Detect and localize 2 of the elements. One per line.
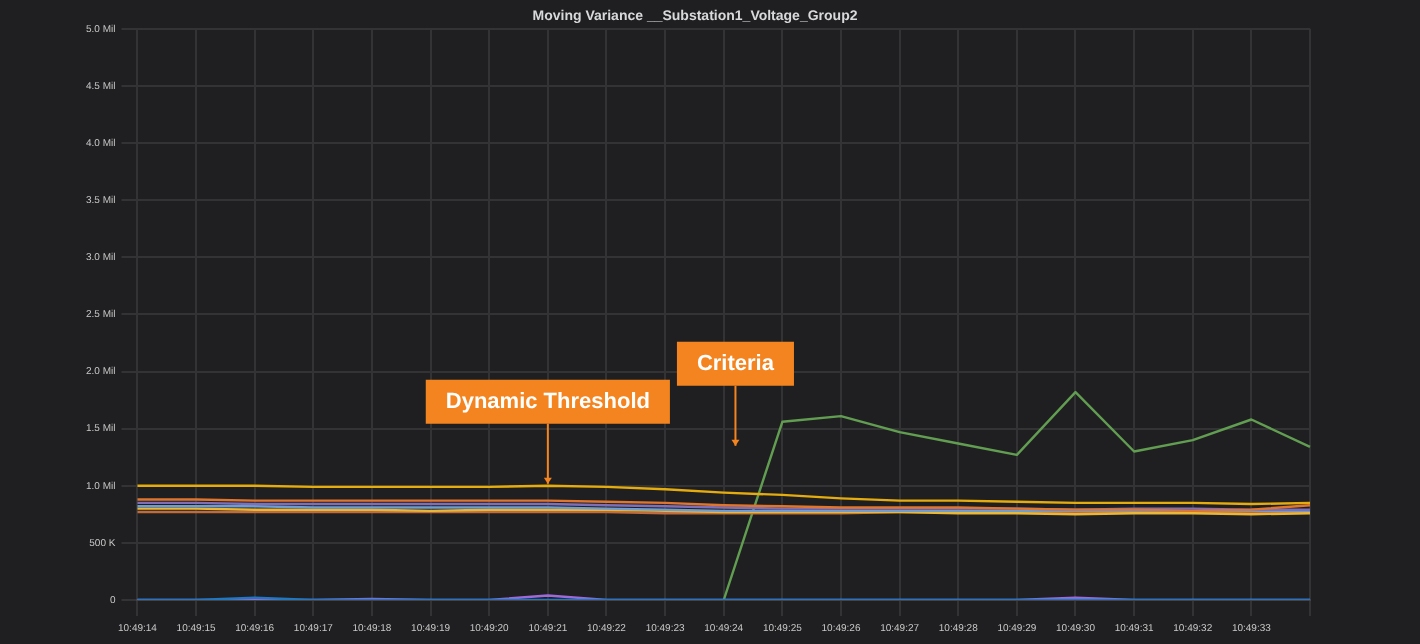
annotation: Criteria	[696, 351, 776, 376]
annotation: Dynamic Threshold	[445, 389, 650, 414]
